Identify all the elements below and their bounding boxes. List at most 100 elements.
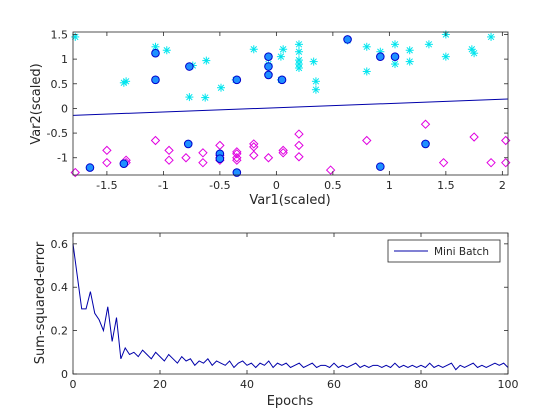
star-point: [311, 77, 320, 86]
scatter-y-tick-label: 1: [61, 53, 68, 66]
error-x-tick-label: 60: [327, 378, 341, 391]
scatter-y-axis-label: Var2(scaled): [29, 63, 44, 144]
error-x-tick-label: 0: [70, 378, 77, 391]
diamond-point: [278, 145, 288, 156]
scatter-y-tick-label: -1: [57, 152, 68, 165]
diamond-point: [198, 157, 208, 168]
legend: Mini Batch: [387, 239, 501, 263]
error-x-tick-label: 40: [240, 378, 254, 391]
star-point: [362, 67, 371, 76]
scatter-x-tick-label: -1: [158, 179, 169, 192]
star-point: [294, 47, 303, 56]
diamond-point: [232, 149, 242, 159]
scatter-y-tick-label: 0: [61, 102, 68, 115]
diamond-point: [249, 139, 259, 149]
circle-point: [277, 75, 287, 85]
error-axes: 0 20 40 60 80 100 0 0.2 0.4 0.6: [51, 233, 519, 391]
circle-point: [390, 52, 400, 61]
diamond-point: [232, 153, 242, 163]
circle-point: [232, 75, 242, 85]
diamond-point: [469, 132, 479, 142]
diamond-point: [263, 153, 274, 163]
error-plot-frame: [72, 232, 509, 375]
diamond-point: [294, 129, 304, 139]
error-marks: [72, 243, 509, 371]
circle-point: [232, 168, 242, 177]
circle-point: [151, 48, 160, 58]
star-point: [217, 83, 226, 92]
scatter-y-tick-label: -0.5: [47, 127, 68, 140]
star-point: [391, 40, 400, 49]
circle-point: [183, 139, 193, 149]
legend-label-mini-batch: Mini Batch: [434, 246, 489, 258]
circle-point: [264, 62, 273, 71]
error-x-axis-label: Epochs: [267, 394, 314, 409]
error-y-tick-label: 0.6: [51, 238, 69, 251]
error-x-tick-label: 100: [498, 378, 519, 391]
star-point: [470, 49, 479, 58]
circle-point: [421, 139, 430, 149]
error-y-tick-label: 0.4: [51, 281, 69, 294]
diamond-point: [164, 155, 174, 165]
circle-point: [215, 154, 225, 164]
star-point: [487, 32, 496, 41]
diamond-point: [501, 135, 511, 146]
scatter-axes: -1.5 -1 -0.5 0 0.5 1 1.5 2 -1 -0.5 0 0.5 1 1.5: [47, 28, 508, 192]
star-point: [249, 45, 258, 54]
scatter-x-tick-label: 1: [386, 179, 393, 192]
scatter-x-tick-label: 2: [499, 179, 506, 192]
star-point: [162, 46, 171, 55]
scatter-y-tick-label: 1.5: [51, 28, 69, 41]
star-point: [294, 40, 303, 49]
scatter-y-tick-label: 0.5: [51, 78, 69, 91]
series-line-mini-batch: [72, 243, 509, 371]
diamond-point: [325, 165, 336, 175]
error-x-tick-label: 80: [414, 378, 428, 391]
diamond-point: [232, 155, 242, 165]
diamond-point: [438, 157, 449, 168]
diamond-point: [102, 145, 112, 156]
star-point: [119, 78, 128, 87]
diamond-point: [362, 135, 372, 146]
scatter-plot-frame: [72, 31, 509, 176]
diamond-point: [150, 135, 161, 146]
star-point: [362, 42, 371, 51]
circle-point: [151, 75, 160, 85]
scatter-x-axis-label: Var1(scaled): [249, 193, 330, 208]
diamond-point: [249, 150, 259, 160]
circle-point: [376, 52, 385, 61]
star-point: [311, 85, 320, 94]
scatter-x-tick-label: -1.5: [96, 179, 117, 192]
scatter-x-tick-label: 0.5: [324, 179, 342, 192]
error-y-tick-label: 0: [61, 368, 68, 381]
star-point: [201, 93, 210, 102]
legend-box: [387, 239, 501, 263]
scatter-x-tick-label: 1.5: [437, 179, 455, 192]
star-point: [391, 60, 400, 69]
circle-point: [85, 163, 95, 172]
star-point: [441, 52, 450, 61]
scatter-x-tick-label: -0.5: [209, 179, 230, 192]
diamond-point: [215, 140, 225, 151]
diamond-point: [278, 148, 288, 158]
star-point: [122, 77, 131, 86]
diamond-point: [501, 157, 511, 168]
star-point: [309, 57, 318, 66]
circle-point: [119, 159, 129, 168]
diamond-point: [294, 140, 304, 151]
star-point: [405, 46, 414, 55]
scatter-plot: -1.5 -1 -0.5 0 0.5 1 1.5 2 -1 -0.5 0 0.5 1 1.5 Var1(s…: [29, 28, 511, 208]
diamond-point: [294, 152, 304, 162]
circle-point: [343, 35, 352, 44]
circle-point: [185, 62, 194, 71]
circle-point: [376, 162, 385, 171]
diamond-point: [486, 157, 496, 168]
error-y-tick-label: 0.2: [51, 325, 69, 338]
error-plot: 0 20 40 60 80 100 0 0.2 0.4 0.6 Epochs Sum-square…: [33, 232, 519, 409]
diamond-point: [102, 157, 112, 168]
diamond-point: [164, 145, 174, 156]
diamond-point: [249, 142, 259, 152]
error-x-tick-label: 20: [153, 378, 167, 391]
star-point: [202, 56, 211, 65]
